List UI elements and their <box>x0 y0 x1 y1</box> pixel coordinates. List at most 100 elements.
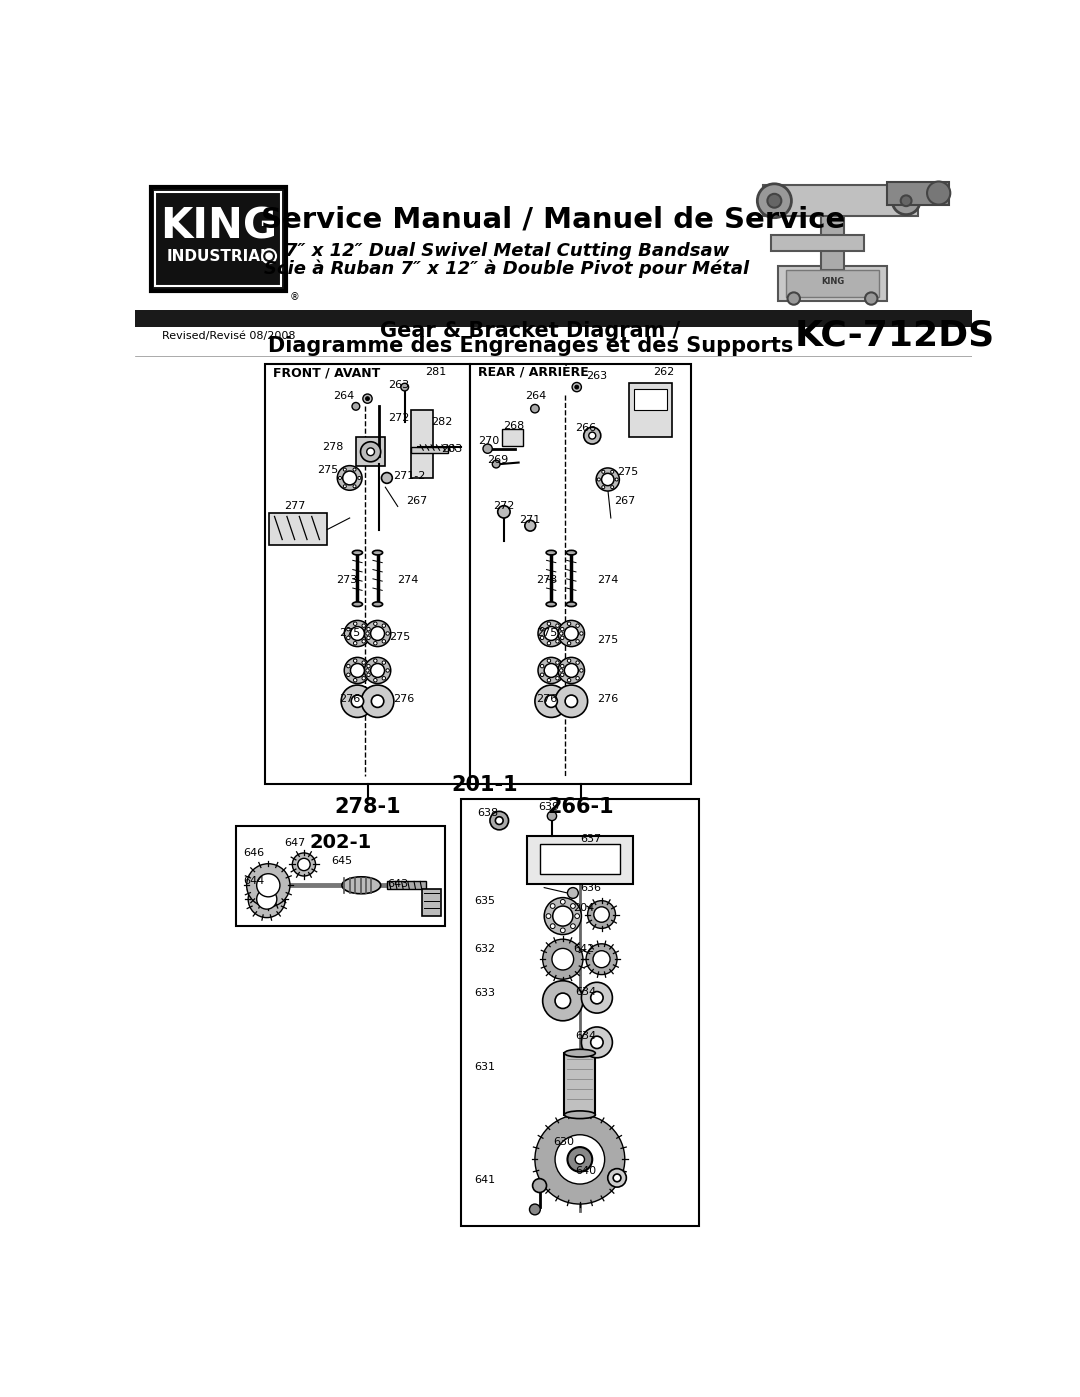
Circle shape <box>374 659 377 662</box>
Text: 647: 647 <box>284 838 305 848</box>
Ellipse shape <box>352 550 363 555</box>
Circle shape <box>538 620 565 647</box>
Text: Scie à Ruban 7″ x 12″ à Double Pivot pour Métal: Scie à Ruban 7″ x 12″ à Double Pivot pou… <box>265 260 750 278</box>
Text: 273: 273 <box>337 574 357 584</box>
Text: 644: 644 <box>243 876 265 887</box>
Circle shape <box>401 383 408 391</box>
Text: 268: 268 <box>503 420 525 430</box>
Bar <box>266 365 470 784</box>
Circle shape <box>352 402 360 411</box>
Circle shape <box>532 1179 546 1193</box>
Circle shape <box>353 622 356 626</box>
Circle shape <box>374 622 377 626</box>
Circle shape <box>553 907 572 926</box>
Circle shape <box>586 944 617 975</box>
Circle shape <box>548 679 551 682</box>
Circle shape <box>548 812 556 820</box>
Circle shape <box>576 1155 584 1164</box>
Circle shape <box>374 679 377 682</box>
Circle shape <box>345 620 370 647</box>
Text: 272: 272 <box>494 502 514 511</box>
Text: KING: KING <box>160 205 276 247</box>
Circle shape <box>546 914 551 918</box>
Circle shape <box>257 873 280 897</box>
Ellipse shape <box>342 877 380 894</box>
Circle shape <box>525 520 536 531</box>
Circle shape <box>350 627 364 640</box>
Circle shape <box>386 669 390 672</box>
Text: 263: 263 <box>586 370 607 380</box>
Text: 264: 264 <box>333 391 354 401</box>
Text: 637: 637 <box>581 834 602 844</box>
Circle shape <box>382 676 386 680</box>
Circle shape <box>367 448 375 455</box>
Circle shape <box>561 627 564 631</box>
Circle shape <box>572 383 581 391</box>
Circle shape <box>610 471 613 474</box>
Text: 276: 276 <box>393 694 415 704</box>
Bar <box>887 182 948 204</box>
Circle shape <box>901 196 912 207</box>
Circle shape <box>257 888 276 909</box>
Circle shape <box>561 900 565 904</box>
Circle shape <box>561 673 564 676</box>
Circle shape <box>757 184 792 218</box>
Circle shape <box>364 658 391 683</box>
Text: 631: 631 <box>474 1062 496 1071</box>
Text: Diagramme des Engrenages et des Supports: Diagramme des Engrenages et des Supports <box>268 337 793 356</box>
Circle shape <box>540 673 544 676</box>
Circle shape <box>565 696 578 707</box>
Circle shape <box>559 669 563 672</box>
Text: 263: 263 <box>389 380 409 390</box>
Circle shape <box>382 624 386 627</box>
Bar <box>460 799 699 1227</box>
Circle shape <box>262 249 276 263</box>
Text: 262: 262 <box>652 366 674 377</box>
Ellipse shape <box>565 1111 595 1119</box>
Ellipse shape <box>566 550 577 555</box>
Circle shape <box>362 624 365 627</box>
Circle shape <box>483 444 492 453</box>
Text: REAR / ARRIÈRE: REAR / ARRIÈRE <box>477 367 589 380</box>
Circle shape <box>246 863 291 907</box>
Text: 276: 276 <box>537 694 557 704</box>
Text: 278: 278 <box>323 441 343 453</box>
Text: Service Manual / Manuel de Service: Service Manual / Manuel de Service <box>261 205 846 235</box>
Text: 267: 267 <box>406 496 428 506</box>
Text: 636: 636 <box>581 883 602 893</box>
Text: 639: 639 <box>538 802 559 812</box>
Text: 641: 641 <box>474 1175 496 1185</box>
Circle shape <box>535 1115 625 1204</box>
Text: 632: 632 <box>474 944 496 954</box>
Circle shape <box>567 622 571 626</box>
Text: 269: 269 <box>488 455 509 465</box>
Bar <box>235 826 445 926</box>
Circle shape <box>556 624 559 627</box>
Circle shape <box>353 659 356 662</box>
Circle shape <box>347 673 350 676</box>
Circle shape <box>576 624 579 627</box>
Circle shape <box>490 812 509 830</box>
Circle shape <box>337 465 362 490</box>
Bar <box>779 267 887 300</box>
Text: 634: 634 <box>576 1031 596 1041</box>
Circle shape <box>540 627 544 631</box>
Text: 7″ x 12″ Dual Swivel Metal Cutting Bandsaw: 7″ x 12″ Dual Swivel Metal Cutting Bands… <box>285 242 729 260</box>
Text: 278-1: 278-1 <box>334 796 401 817</box>
Text: 275: 275 <box>389 633 410 643</box>
Circle shape <box>548 659 551 662</box>
Circle shape <box>558 620 584 647</box>
Circle shape <box>865 292 877 305</box>
Text: 275: 275 <box>318 465 338 475</box>
Circle shape <box>381 472 392 483</box>
Text: 272: 272 <box>388 414 409 423</box>
Text: 645: 645 <box>332 855 352 866</box>
Circle shape <box>927 182 950 204</box>
Circle shape <box>561 928 565 933</box>
Bar <box>422 888 441 916</box>
Circle shape <box>345 658 370 683</box>
Text: 274: 274 <box>597 574 618 584</box>
Circle shape <box>602 471 605 474</box>
Circle shape <box>608 1169 626 1187</box>
Circle shape <box>542 981 583 1021</box>
